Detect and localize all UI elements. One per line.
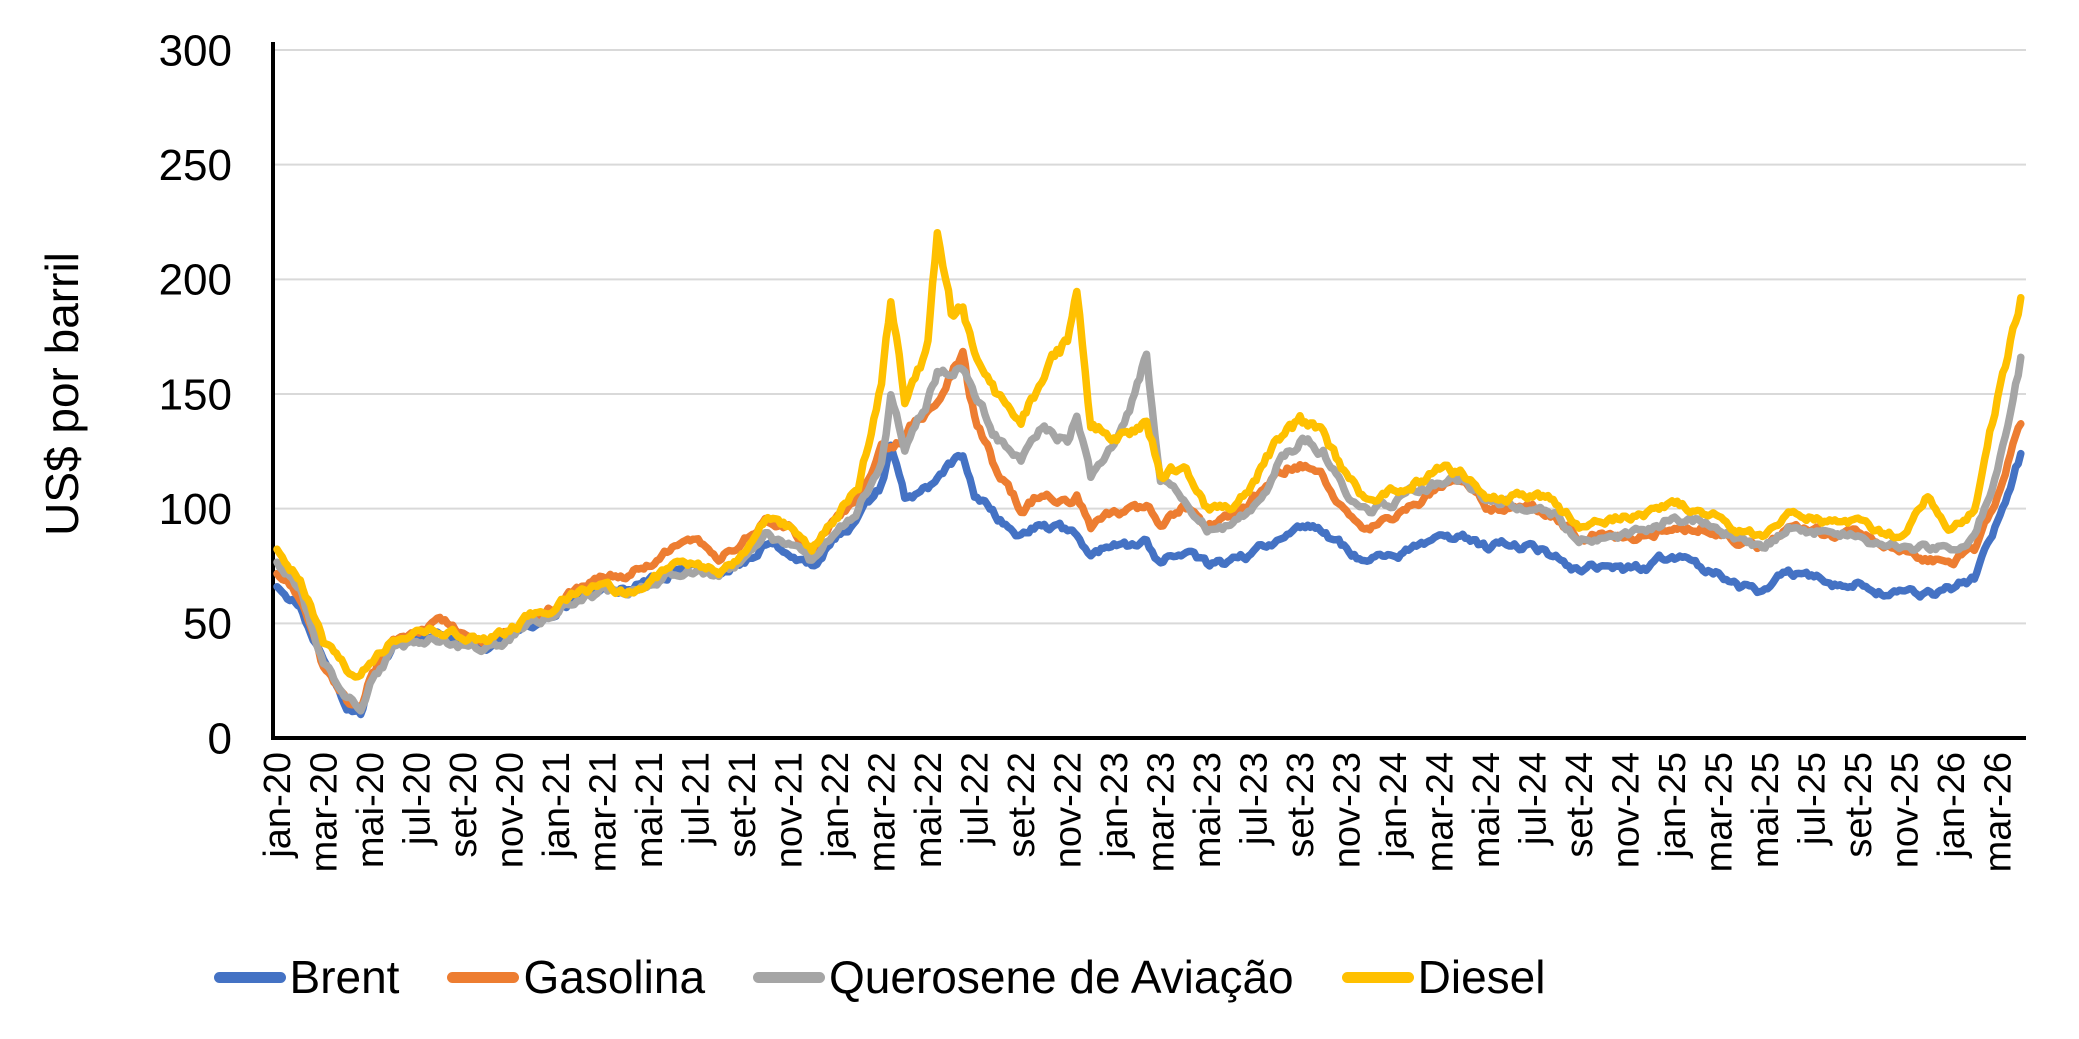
series-line-querosene-de-aviacao (273, 350, 2025, 715)
x-tick-label-nov-21: nov-21 (769, 752, 811, 868)
x-tick-label-jan-22: jan-22 (815, 752, 857, 859)
legend: Brent Gasolina Querosene de Aviação Diesel (0, 942, 1919, 1012)
x-tick-label-mai-25: mai-25 (1745, 752, 1787, 868)
x-tick-label-mar-24: mar-24 (1420, 752, 1462, 872)
y-axis-tick-labels: 0 50 100 150 200 250 300 (159, 26, 232, 763)
x-tick-label-mar-25: mar-25 (1699, 752, 1741, 872)
x-tick-label-jan-25: jan-25 (1652, 752, 1694, 859)
legend-item-gasolina: Gasolina (447, 954, 705, 1000)
y-tick-label-0: 0 (208, 714, 232, 763)
y-axis-title: US$ por barril (36, 252, 88, 536)
axes (271, 42, 2026, 740)
y-tick-label-150: 150 (159, 370, 232, 419)
series-line-diesel (273, 228, 2025, 681)
x-tick-label-mar-21: mar-21 (583, 752, 625, 872)
series-lines (273, 228, 2025, 719)
x-tick-label-nov-25: nov-25 (1885, 752, 1927, 868)
legend-item-diesel: Diesel (1341, 951, 1546, 1003)
x-tick-label-jan-24: jan-24 (1373, 752, 1415, 859)
y-tick-label-50: 50 (183, 600, 232, 649)
x-tick-label-nov-23: nov-23 (1327, 752, 1369, 868)
x-axis-tick-labels: jan-20 mar-20 mai-20 jul-20 set-20 nov-20 jan-… (257, 752, 2020, 872)
x-tick-label-set-21: set-21 (722, 752, 764, 858)
legend-item-brent: Brent (213, 951, 400, 1003)
legend-label-diesel: Diesel (1417, 951, 1546, 1003)
x-tick-label-set-25: set-25 (1838, 752, 1880, 858)
x-tick-label-mai-23: mai-23 (1187, 752, 1229, 868)
x-tick-label-jul-24: jul-24 (1513, 752, 1555, 846)
x-tick-label-mai-21: mai-21 (629, 752, 671, 868)
x-tick-label-set-22: set-22 (1001, 752, 1043, 858)
x-tick-label-jan-26: jan-26 (1931, 752, 1973, 859)
y-tick-label-200: 200 (159, 256, 232, 305)
legend-label-querosene-de-aviacao: Querosene de Aviação (829, 951, 1294, 1003)
x-tick-label-jul-22: jul-22 (955, 752, 997, 846)
x-tick-label-mai-20: mai-20 (350, 752, 392, 868)
x-tick-label-mar-20: mar-20 (304, 752, 346, 872)
x-tick-label-nov-24: nov-24 (1606, 752, 1648, 868)
x-tick-label-jan-21: jan-21 (536, 752, 578, 859)
x-tick-label-jul-25: jul-25 (1792, 752, 1834, 846)
x-tick-label-set-24: set-24 (1559, 752, 1601, 858)
legend-label-gasolina: Gasolina (523, 951, 706, 1003)
y-tick-label-250: 250 (159, 141, 232, 190)
x-tick-label-mar-22: mar-22 (862, 752, 904, 872)
legend-label-brent: Brent (289, 951, 400, 1003)
x-tick-label-nov-22: nov-22 (1048, 752, 1090, 868)
legend-swatch-querosene-de-aviacao (753, 971, 826, 983)
legend-swatch-diesel (1341, 971, 1414, 983)
x-tick-label-mai-22: mai-22 (908, 752, 950, 868)
x-tick-label-mar-23: mar-23 (1141, 752, 1183, 872)
legend-item-querosene-de-aviacao: Querosene de Aviação (753, 954, 1294, 1000)
x-tick-label-set-20: set-20 (443, 752, 485, 858)
legend-swatch-gasolina (447, 971, 520, 983)
x-tick-label-jan-23: jan-23 (1094, 752, 1136, 859)
x-tick-label-set-23: set-23 (1280, 752, 1322, 858)
x-tick-label-jul-20: jul-20 (397, 752, 439, 846)
x-tick-label-mai-24: mai-24 (1466, 752, 1508, 868)
x-tick-label-jul-21: jul-21 (676, 752, 718, 846)
legend-swatch-brent (213, 971, 286, 983)
x-tick-label-mar-26: mar-26 (1978, 752, 2020, 872)
y-tick-label-100: 100 (159, 485, 232, 534)
x-tick-label-jul-23: jul-23 (1234, 752, 1276, 846)
series-line-brent (273, 441, 2025, 719)
x-tick-label-jan-20: jan-20 (257, 752, 299, 859)
y-tick-label-300: 300 (159, 26, 232, 75)
x-tick-label-nov-20: nov-20 (490, 752, 532, 868)
